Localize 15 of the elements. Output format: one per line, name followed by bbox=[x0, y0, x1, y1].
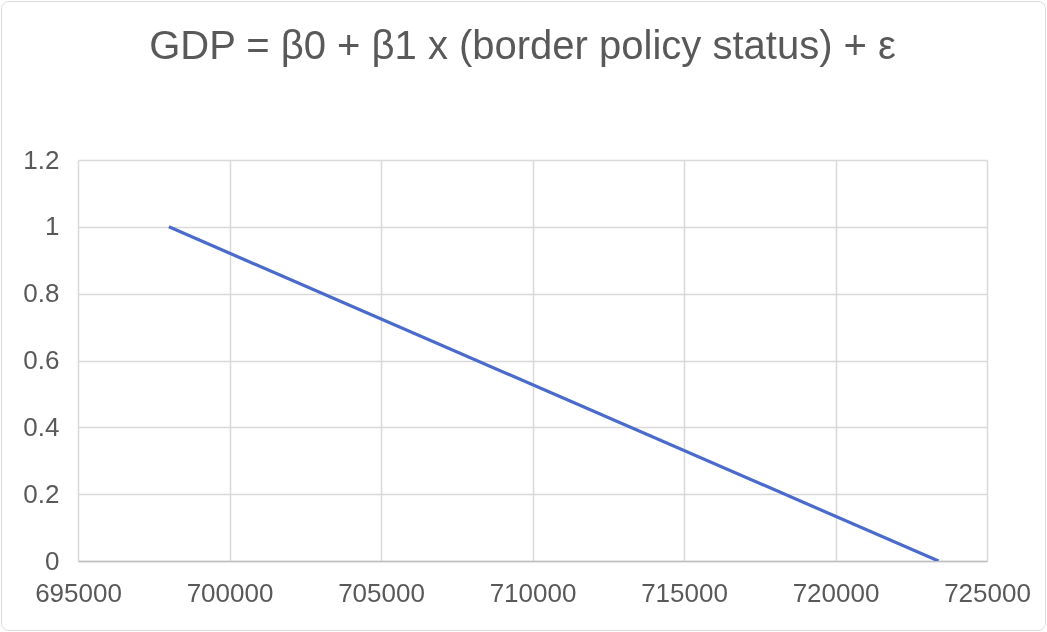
x-tick-label: 705000 bbox=[338, 577, 425, 608]
x-tick-label: 710000 bbox=[489, 577, 577, 608]
y-tick-label: 1.2 bbox=[23, 144, 60, 175]
x-tick-label: 700000 bbox=[186, 577, 274, 608]
y-tick-label: 0 bbox=[45, 545, 60, 576]
y-tick-label: 0.6 bbox=[23, 345, 60, 375]
chart-title: GDP = β0 + β1 x (border policy status) + ε bbox=[149, 23, 897, 67]
x-tick-label: 715000 bbox=[641, 577, 728, 608]
x-tick-label: 720000 bbox=[792, 577, 880, 608]
y-tick-label: 0.4 bbox=[23, 411, 60, 442]
x-tick-label: 725000 bbox=[944, 577, 1031, 608]
y-tick-label: 1 bbox=[45, 211, 60, 242]
y-tick-label: 0.2 bbox=[23, 478, 60, 509]
y-tick-label: 0.8 bbox=[23, 278, 60, 309]
x-tick-label: 695000 bbox=[35, 577, 122, 608]
